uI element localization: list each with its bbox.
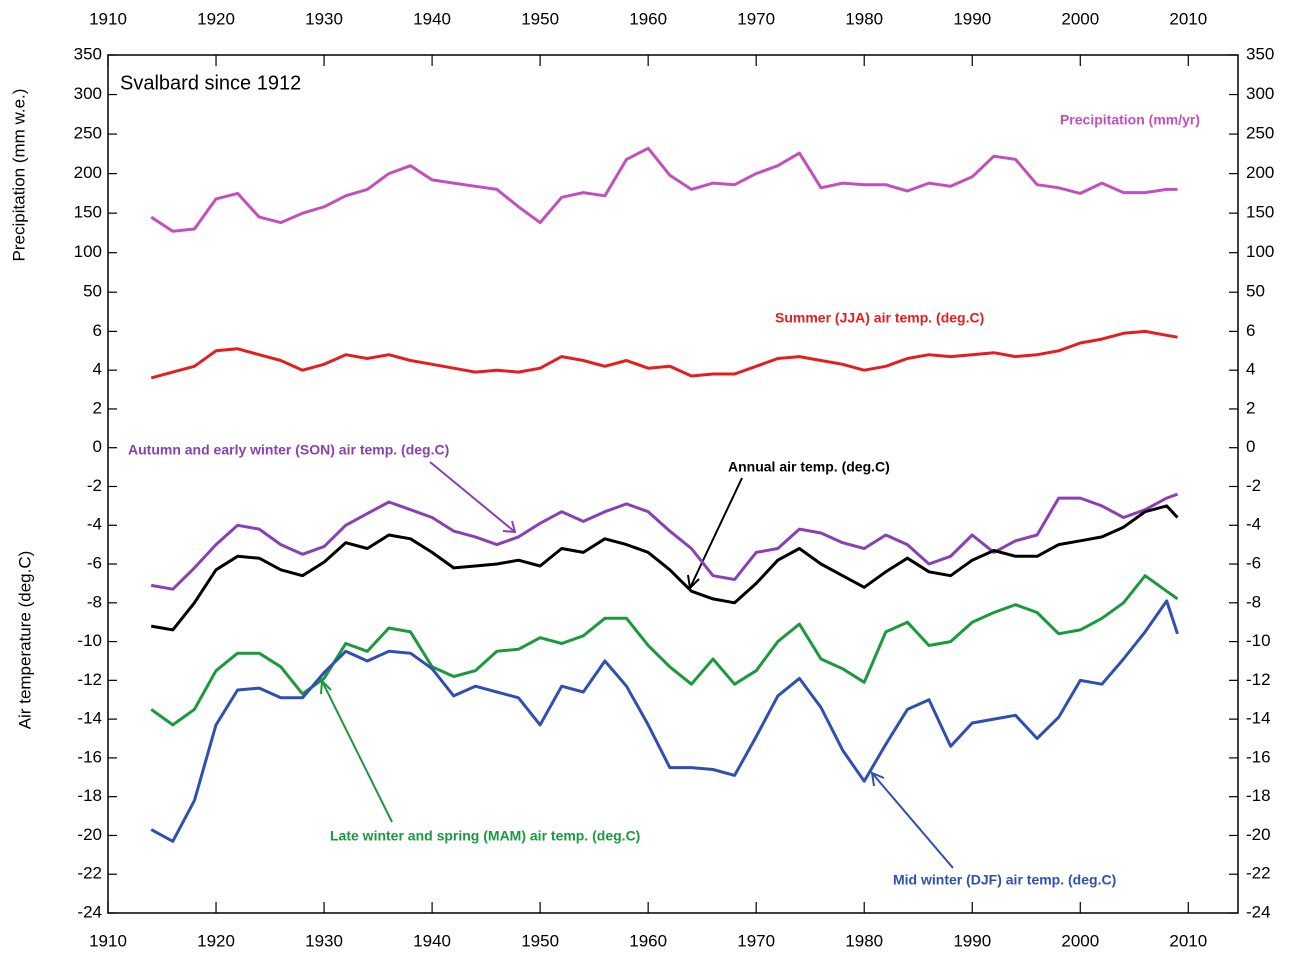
x-tick-label: 1990 (953, 931, 991, 950)
plot-frame (107, 54, 1239, 914)
y-axis-label: Precipitation (mm w.e.) (9, 89, 28, 262)
y-tick-label: -18 (77, 786, 102, 805)
x-tick-label: 1930 (305, 9, 343, 28)
y2-tick-label: -12 (1246, 670, 1271, 689)
x-tick-label: 2010 (1169, 9, 1207, 28)
x-tick-label: 1930 (305, 931, 343, 950)
y-tick-label: -20 (77, 825, 102, 844)
y2-tick-label: -8 (1246, 592, 1261, 611)
y2-tick-label: 0 (1246, 437, 1255, 456)
y-tick-label: 100 (74, 242, 102, 261)
y2-tick-label: 50 (1246, 282, 1265, 301)
y2-tick-label: -14 (1246, 709, 1271, 728)
y-tick-label: 300 (74, 84, 102, 103)
series-line (150, 599, 1179, 843)
y-tick-label: 250 (74, 124, 102, 143)
y2-tick-label: 250 (1246, 124, 1274, 143)
y-tick-label: -24 (77, 902, 102, 921)
y2-tick-label: 350 (1246, 44, 1274, 63)
arrow (429, 461, 516, 533)
y2-tick-label: 150 (1246, 203, 1274, 222)
y-tick-label: 50 (83, 282, 102, 301)
y-tick-label: 350 (74, 44, 102, 63)
y2-tick-label: 100 (1246, 242, 1274, 261)
y-tick-label: 2 (93, 398, 102, 417)
y2-tick-label: -20 (1246, 825, 1271, 844)
y2-tick-label: -24 (1246, 902, 1271, 921)
x-tick-label: 1950 (521, 931, 559, 950)
y-tick-label: 6 (93, 321, 102, 340)
y-axis-label: Air temperature (deg.C) (15, 551, 34, 730)
y-tick-label: 0 (93, 437, 102, 456)
chart-title: Svalbard since 1912 (120, 72, 301, 94)
y-tick-label: -6 (87, 554, 102, 573)
y2-tick-label: 4 (1246, 360, 1255, 379)
y-tick-label: -22 (77, 864, 102, 883)
x-tick-label: 1940 (413, 931, 451, 950)
arrows (320, 461, 954, 869)
x-tick-label: 2010 (1169, 931, 1207, 950)
series-line (150, 504, 1179, 632)
series-line (150, 146, 1178, 233)
y-tick-label: 150 (74, 203, 102, 222)
x-tick-label: 1910 (89, 9, 127, 28)
x-tick-label: 1950 (521, 9, 559, 28)
series-label: Mid winter (DJF) air temp. (deg.C) (893, 872, 1116, 888)
y-tick-label: -2 (87, 476, 102, 495)
y-tick-label: 4 (93, 360, 102, 379)
series-line (150, 492, 1179, 591)
arrow-head (870, 771, 885, 787)
series-label: Annual air temp. (deg.C) (728, 459, 890, 475)
arrow (871, 772, 954, 869)
y-tick-label: -12 (77, 670, 102, 689)
x-tick-label: 1940 (413, 9, 451, 28)
x-tick-label: 1980 (845, 931, 883, 950)
series-line (150, 574, 1179, 727)
x-tick-label: 1970 (737, 931, 775, 950)
arrow-head (502, 520, 517, 534)
arrow (321, 680, 393, 823)
y2-tick-label: 200 (1246, 163, 1274, 182)
arrow (689, 477, 743, 589)
y2-tick-label: 6 (1246, 321, 1255, 340)
x-tick-label: 2000 (1061, 9, 1099, 28)
y2-tick-label: -18 (1246, 786, 1271, 805)
series-label: Autumn and early winter (SON) air temp. … (128, 442, 449, 458)
y-tick-label: -8 (87, 592, 102, 611)
x-tick-label: 1990 (953, 9, 991, 28)
y2-tick-label: -4 (1246, 515, 1261, 534)
y-tick-label: -14 (77, 709, 102, 728)
y-tick-label: -4 (87, 515, 102, 534)
y2-tick-label: -2 (1246, 476, 1261, 495)
y2-tick-label: -22 (1246, 864, 1271, 883)
y-tick-label: -16 (77, 747, 102, 766)
x-tick-label: 1910 (89, 931, 127, 950)
x-tick-label: 1970 (737, 9, 775, 28)
y2-tick-label: -10 (1246, 631, 1271, 650)
y-tick-label: -10 (77, 631, 102, 650)
x-tick-label: 1960 (629, 931, 667, 950)
series-label: Precipitation (mm/yr) (1060, 112, 1200, 128)
y2-tick-label: 300 (1246, 84, 1274, 103)
x-tick-label: 2000 (1061, 931, 1099, 950)
y-tick-label: 200 (74, 163, 102, 182)
y2-tick-label: -16 (1246, 747, 1271, 766)
y2-tick-label: -6 (1246, 554, 1261, 573)
x-tick-label: 1920 (197, 931, 235, 950)
series-line (150, 329, 1178, 380)
x-tick-label: 1980 (845, 9, 883, 28)
x-tick-label: 1920 (197, 9, 235, 28)
series-label: Late winter and spring (MAM) air temp. (… (330, 828, 640, 844)
y2-tick-label: 2 (1246, 398, 1255, 417)
x-tick-label: 1960 (629, 9, 667, 28)
series-label: Summer (JJA) air temp. (deg.C) (775, 310, 984, 326)
